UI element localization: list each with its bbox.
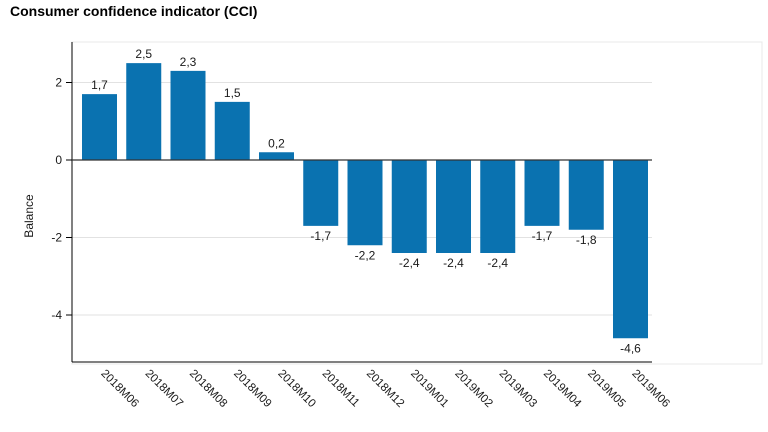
bars: [82, 63, 648, 339]
x-tick-label: 2018M12: [364, 368, 406, 410]
bar-2019M02: [436, 160, 471, 253]
data-label: -2,4: [399, 256, 420, 270]
x-tick-label: 2018M07: [143, 368, 185, 410]
bar-2018M07: [126, 63, 162, 160]
bar-2018M06: [82, 94, 117, 160]
data-labels: 1,7 2,5 2,3 1,5 0,2 -1,7 -2,2 -2,4 -2,4 -2,4 -1,7 -…: [91, 47, 641, 355]
x-tick-label: 2018M06: [98, 368, 140, 410]
data-label: 1,7: [91, 78, 108, 92]
bar-2019M06: [613, 160, 648, 339]
bar-2018M12: [347, 160, 383, 246]
x-tick-label: 2019M03: [497, 368, 539, 410]
x-tick-label: 2018M08: [187, 368, 229, 410]
x-tick-label: 2018M10: [275, 368, 317, 410]
bar-2018M10: [259, 152, 294, 160]
y-tick-label: 0: [55, 153, 62, 167]
data-label: -4,6: [620, 341, 641, 355]
y-tick-label: 2: [55, 76, 62, 90]
x-tick-label: 2018M09: [231, 368, 273, 410]
x-tick-label: 2019M04: [541, 368, 584, 411]
data-label: 0,2: [268, 136, 285, 150]
data-label: 2,5: [135, 47, 152, 61]
x-tick-label: 2019M05: [585, 368, 627, 410]
bar-2019M05: [568, 160, 604, 230]
bar-2018M11: [303, 160, 339, 226]
x-tick-label: 2019M06: [629, 368, 671, 410]
data-label: 2,3: [180, 55, 197, 69]
data-label: -2,2: [355, 248, 376, 262]
y-axis-label: Balance: [22, 194, 36, 238]
chart-title: Consumer confidence indicator (CCI): [10, 3, 258, 19]
data-label: -2,4: [443, 256, 464, 270]
bar-2018M09: [214, 101, 250, 160]
data-label: -1,7: [310, 229, 331, 243]
x-tick-label: 2019M02: [452, 368, 494, 410]
bar-2019M03: [480, 160, 516, 253]
data-label: -1,7: [532, 229, 553, 243]
bar-2019M04: [524, 160, 560, 226]
bar-2019M01: [391, 160, 427, 253]
data-label: -1,8: [576, 233, 597, 247]
data-label: 1,5: [224, 86, 241, 100]
y-tick-label: -4: [51, 308, 62, 322]
x-tick-label: 2018M11: [320, 368, 362, 410]
y-tick-label: -2: [51, 231, 62, 245]
bar-2018M08: [170, 70, 206, 160]
x-tick-label: 2019M01: [408, 368, 450, 410]
axes: [66, 42, 652, 363]
data-label: -2,4: [487, 256, 508, 270]
